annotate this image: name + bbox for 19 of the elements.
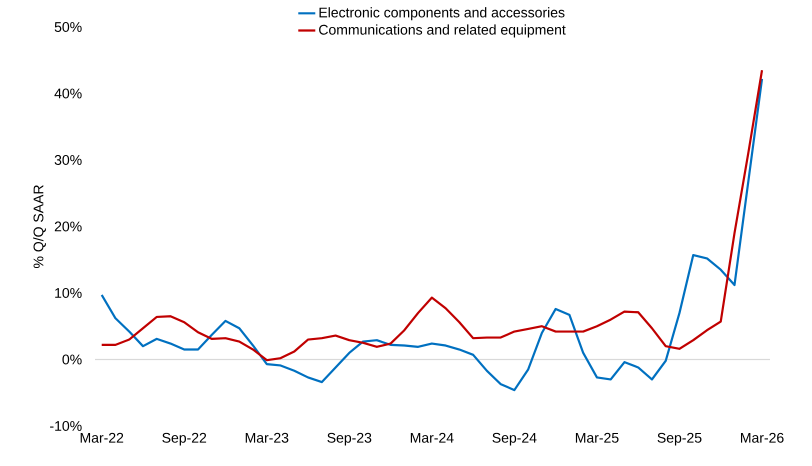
x-tick-label: Mar-24 bbox=[410, 432, 454, 443]
x-tick-label: Sep-24 bbox=[492, 432, 537, 446]
y-tick-label: 30% bbox=[54, 155, 82, 165]
legend-label: Communications and related equipment bbox=[319, 24, 566, 38]
x-tick-label: Sep-23 bbox=[327, 432, 372, 446]
x-tick-label: Mar-22 bbox=[80, 432, 124, 443]
x-tick-label: Sep-22 bbox=[162, 432, 206, 446]
x-tick-label: Mar-26 bbox=[740, 432, 784, 443]
legend-label: Electronic components and accessories bbox=[320, 7, 565, 20]
y-tick-label: 50% bbox=[54, 22, 82, 32]
x-tick-label: Sep-25 bbox=[658, 432, 702, 446]
y-tick-label: -10% bbox=[50, 421, 82, 431]
x-tick-label: Mar-25 bbox=[576, 432, 619, 443]
y-tick-label: 0% bbox=[62, 354, 82, 364]
y-tick-label: 20% bbox=[54, 222, 82, 232]
x-tick-label: Mar-23 bbox=[246, 432, 288, 443]
y-tick-label: 40% bbox=[54, 88, 82, 98]
y-tick-label: 10% bbox=[55, 288, 82, 298]
y-axis-title: % Q/Q SAAR bbox=[33, 185, 46, 268]
